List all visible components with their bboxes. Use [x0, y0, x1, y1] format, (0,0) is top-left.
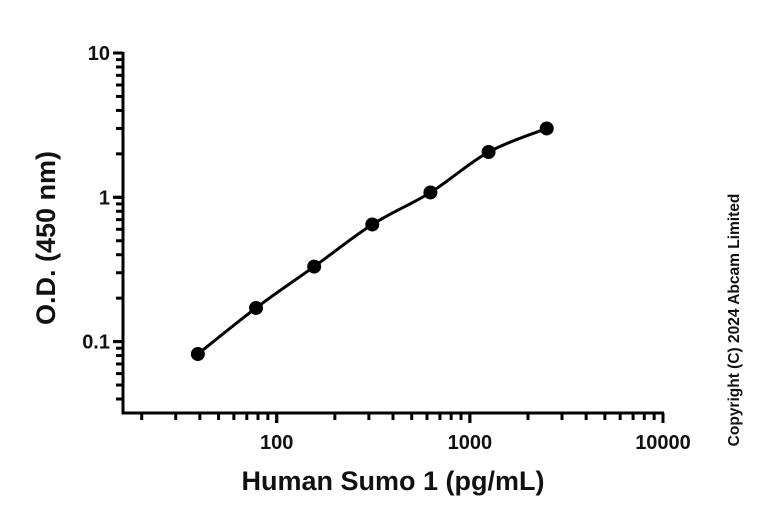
x-tick-label: 100 — [260, 432, 293, 454]
x-tick-label: 1000 — [448, 432, 493, 454]
data-point-marker — [365, 217, 380, 232]
fit-curve — [196, 127, 548, 356]
y-tick-label: 10 — [88, 43, 110, 65]
x-tick-label: 10000 — [635, 432, 691, 454]
data-point-marker — [423, 185, 438, 200]
data-point-marker — [307, 259, 322, 274]
data-point-marker — [249, 300, 264, 315]
x-axis-title: Human Sumo 1 (pg/mL) — [242, 466, 545, 496]
axes: 100 1000 10000 0.1 1 10 — [82, 43, 691, 454]
data-point-marker — [190, 347, 205, 362]
data-point-marker — [481, 145, 496, 160]
y-tick-label: 0.1 — [82, 332, 110, 354]
fit-curve-line — [196, 127, 548, 356]
data-points — [190, 121, 554, 362]
copyright-notice: Copyright (C) 2024 Abcam Limited — [726, 194, 743, 447]
data-point-marker — [539, 121, 554, 136]
y-tick-label: 1 — [99, 187, 110, 209]
y-axis-title: O.D. (450 nm) — [31, 151, 61, 325]
